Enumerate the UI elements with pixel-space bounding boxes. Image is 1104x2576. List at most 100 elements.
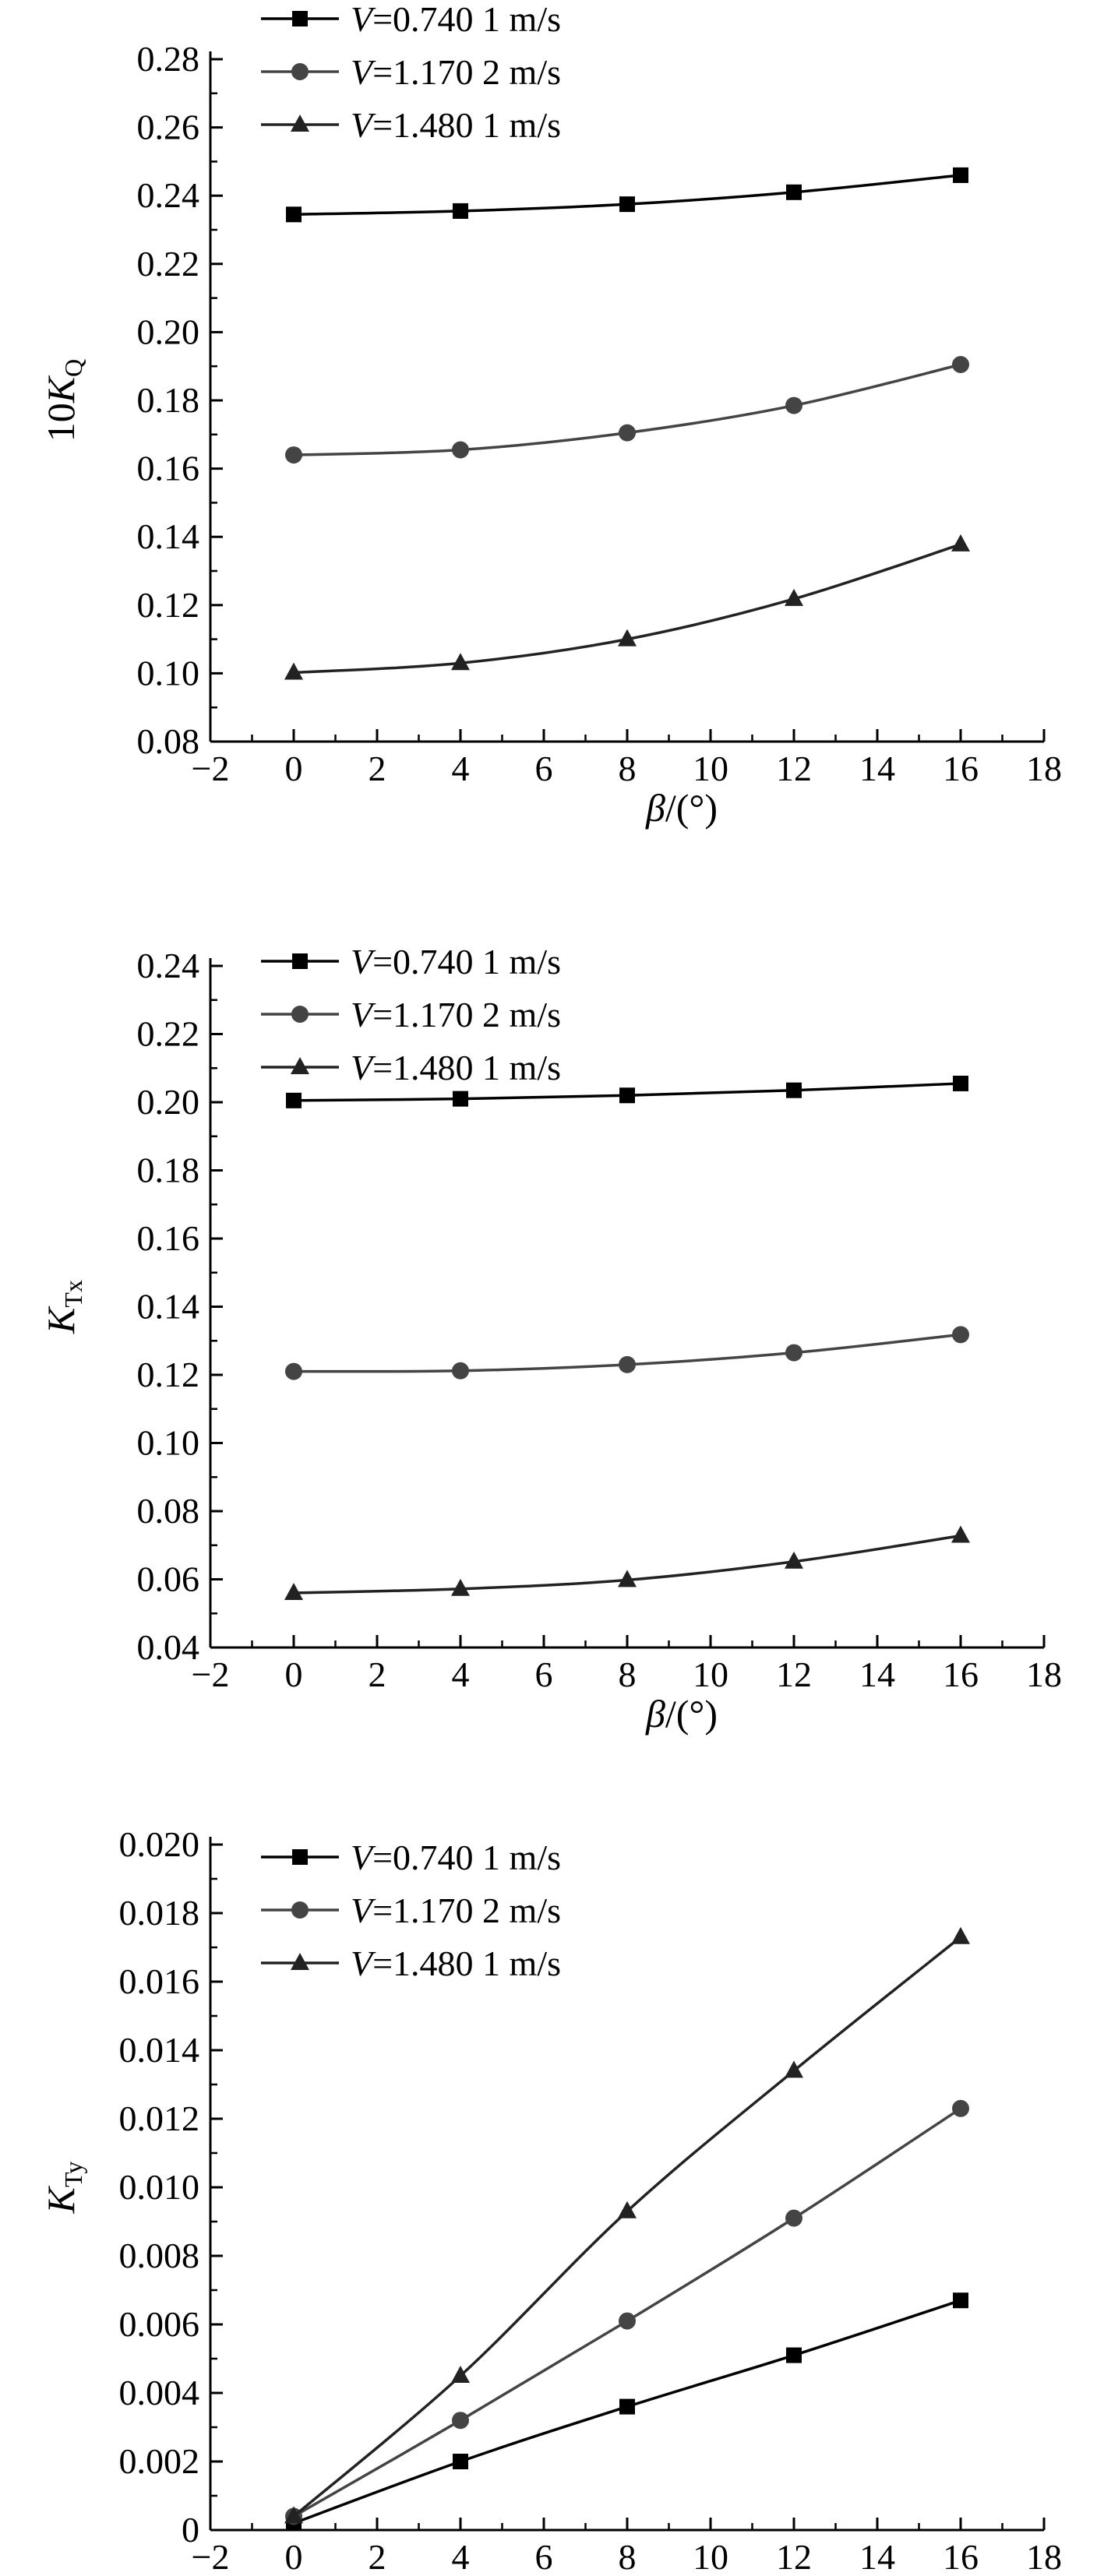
y-tick-label: 0.004: [119, 2373, 200, 2412]
x-tick-label: 2: [369, 2537, 386, 2576]
y-tick-label: 0.10: [137, 653, 200, 692]
data-point: [786, 184, 802, 200]
y-tick-label: 0.14: [137, 516, 200, 556]
y-tick-label: 0.008: [119, 2236, 200, 2275]
data-point: [452, 441, 469, 459]
y-tick-label: 0.24: [137, 946, 200, 985]
y-tick-label: 0.18: [137, 1151, 200, 1190]
data-point: [286, 1092, 302, 1108]
data-point: [618, 1570, 637, 1588]
x-tick-label: −2: [192, 1654, 230, 1694]
y-tick-label: 0.018: [119, 1893, 200, 1933]
x-tick-label: 12: [776, 1654, 812, 1694]
x-tick-label: 8: [619, 2537, 637, 2576]
series-2: [285, 356, 969, 464]
y-tick-label: 0.10: [137, 1423, 200, 1463]
x-tick-label: 10: [693, 749, 728, 788]
legend-marker: [292, 11, 308, 26]
y-tick-label: 0.04: [137, 1627, 200, 1667]
data-point: [619, 196, 635, 213]
x-tick-label: 16: [943, 1654, 979, 1694]
x-tick-label: 14: [859, 2537, 895, 2576]
x-tick-label: 10: [693, 2537, 728, 2576]
legend-item: V=0.740 1 m/s: [261, 942, 561, 981]
data-point: [619, 424, 636, 442]
x-tick-label: 0: [285, 1654, 303, 1694]
x-tick-label: 4: [452, 1654, 470, 1694]
data-point: [785, 588, 803, 606]
data-point: [619, 1355, 636, 1373]
y-tick-label: 0.08: [137, 721, 200, 761]
x-tick-label: 16: [943, 2537, 979, 2576]
x-tick-label: 18: [1026, 749, 1062, 788]
legend-label: V=0.740 1 m/s: [351, 1838, 561, 1877]
series-1: [286, 167, 968, 223]
series-line: [293, 543, 961, 675]
y-tick-label: 0.16: [137, 449, 200, 488]
y-tick-label: 0.18: [137, 380, 200, 420]
data-point: [951, 534, 970, 551]
series-3: [284, 534, 970, 680]
y-tick-label: 0.08: [137, 1491, 200, 1531]
y-tick-label: 0.012: [119, 2099, 200, 2138]
x-axis-label: β/(°): [645, 2574, 718, 2576]
data-point: [785, 2209, 802, 2227]
legend-item: V=1.480 1 m/s: [261, 1943, 561, 1983]
x-tick-label: 8: [619, 749, 637, 788]
series-3: [284, 1926, 970, 2524]
y-axis-label: 10KQ: [39, 359, 87, 442]
data-point: [953, 2292, 968, 2309]
x-tick-label: 18: [1026, 1654, 1062, 1694]
legend-label: V=1.170 2 m/s: [351, 52, 561, 92]
x-tick-label: 10: [693, 1654, 728, 1694]
y-tick-label: 0.010: [119, 2167, 200, 2207]
x-tick-label: 16: [943, 749, 979, 788]
y-tick-label: 0.22: [137, 1014, 200, 1054]
data-point: [785, 2060, 803, 2078]
data-point: [618, 2201, 637, 2218]
data-point: [451, 653, 470, 671]
chart-2: 0.04 0.06 0.08 0.10 0.12 0.14 0.16 0.18 0.20 0.22…: [39, 942, 1062, 1736]
x-axis-label: β/(°): [645, 1692, 718, 1736]
series-2: [285, 1326, 969, 1380]
legend-label: V=0.740 1 m/s: [351, 942, 561, 981]
legend-marker: [291, 1953, 309, 1970]
y-tick-label: 0.24: [137, 175, 200, 215]
chart-3: 0 0.002 0.004 0.006 0.008 0.010 0.012 0.014 0.01…: [39, 1824, 1062, 2576]
legend-label: V=1.170 2 m/s: [351, 1891, 561, 1930]
legend: V=0.740 1 m/s V=1.170 2 m/s V=1.480 1 m/s: [261, 942, 561, 1087]
y-tick-label: 0.12: [137, 1355, 200, 1394]
data-point: [285, 1362, 302, 1380]
data-point: [452, 1362, 469, 1380]
data-point: [785, 1344, 802, 1362]
data-point: [451, 1578, 470, 1596]
x-tick-label: −2: [192, 749, 230, 788]
x-axis-label: β/(°): [645, 786, 718, 830]
legend-label: V=1.480 1 m/s: [351, 105, 561, 145]
data-point: [452, 2412, 469, 2430]
x-tick-label: 12: [776, 2537, 812, 2576]
data-point: [286, 206, 302, 223]
legend-marker: [291, 1901, 309, 1919]
y-tick-label: 0.28: [137, 39, 200, 79]
x-tick-label: 18: [1026, 2537, 1062, 2576]
legend-item: V=0.740 1 m/s: [261, 0, 561, 39]
x-tick-label: 8: [619, 1654, 637, 1694]
data-point: [952, 2099, 969, 2117]
data-point: [786, 2347, 802, 2363]
legend-item: V=1.480 1 m/s: [261, 105, 561, 145]
x-tick-label: 12: [776, 749, 812, 788]
legend-marker: [291, 63, 309, 80]
y-tick-label: 0.006: [119, 2304, 200, 2344]
y-tick-label: 0.12: [137, 585, 200, 625]
x-tick-label: 4: [452, 2537, 470, 2576]
x-tick-label: 14: [859, 749, 895, 788]
y-tick-label: 0.020: [119, 1824, 200, 1864]
x-tick-label: 14: [859, 1654, 895, 1694]
data-point: [953, 167, 968, 183]
legend-item: V=0.740 1 m/s: [261, 1838, 561, 1877]
y-tick-label: 0.22: [137, 244, 200, 284]
y-tick-label: 0.20: [137, 312, 200, 351]
data-point: [451, 2366, 470, 2383]
chart-1: 0.08 0.10 0.12 0.14 0.16 0.18 0.20 0.22 0.24 0.26…: [39, 0, 1062, 830]
